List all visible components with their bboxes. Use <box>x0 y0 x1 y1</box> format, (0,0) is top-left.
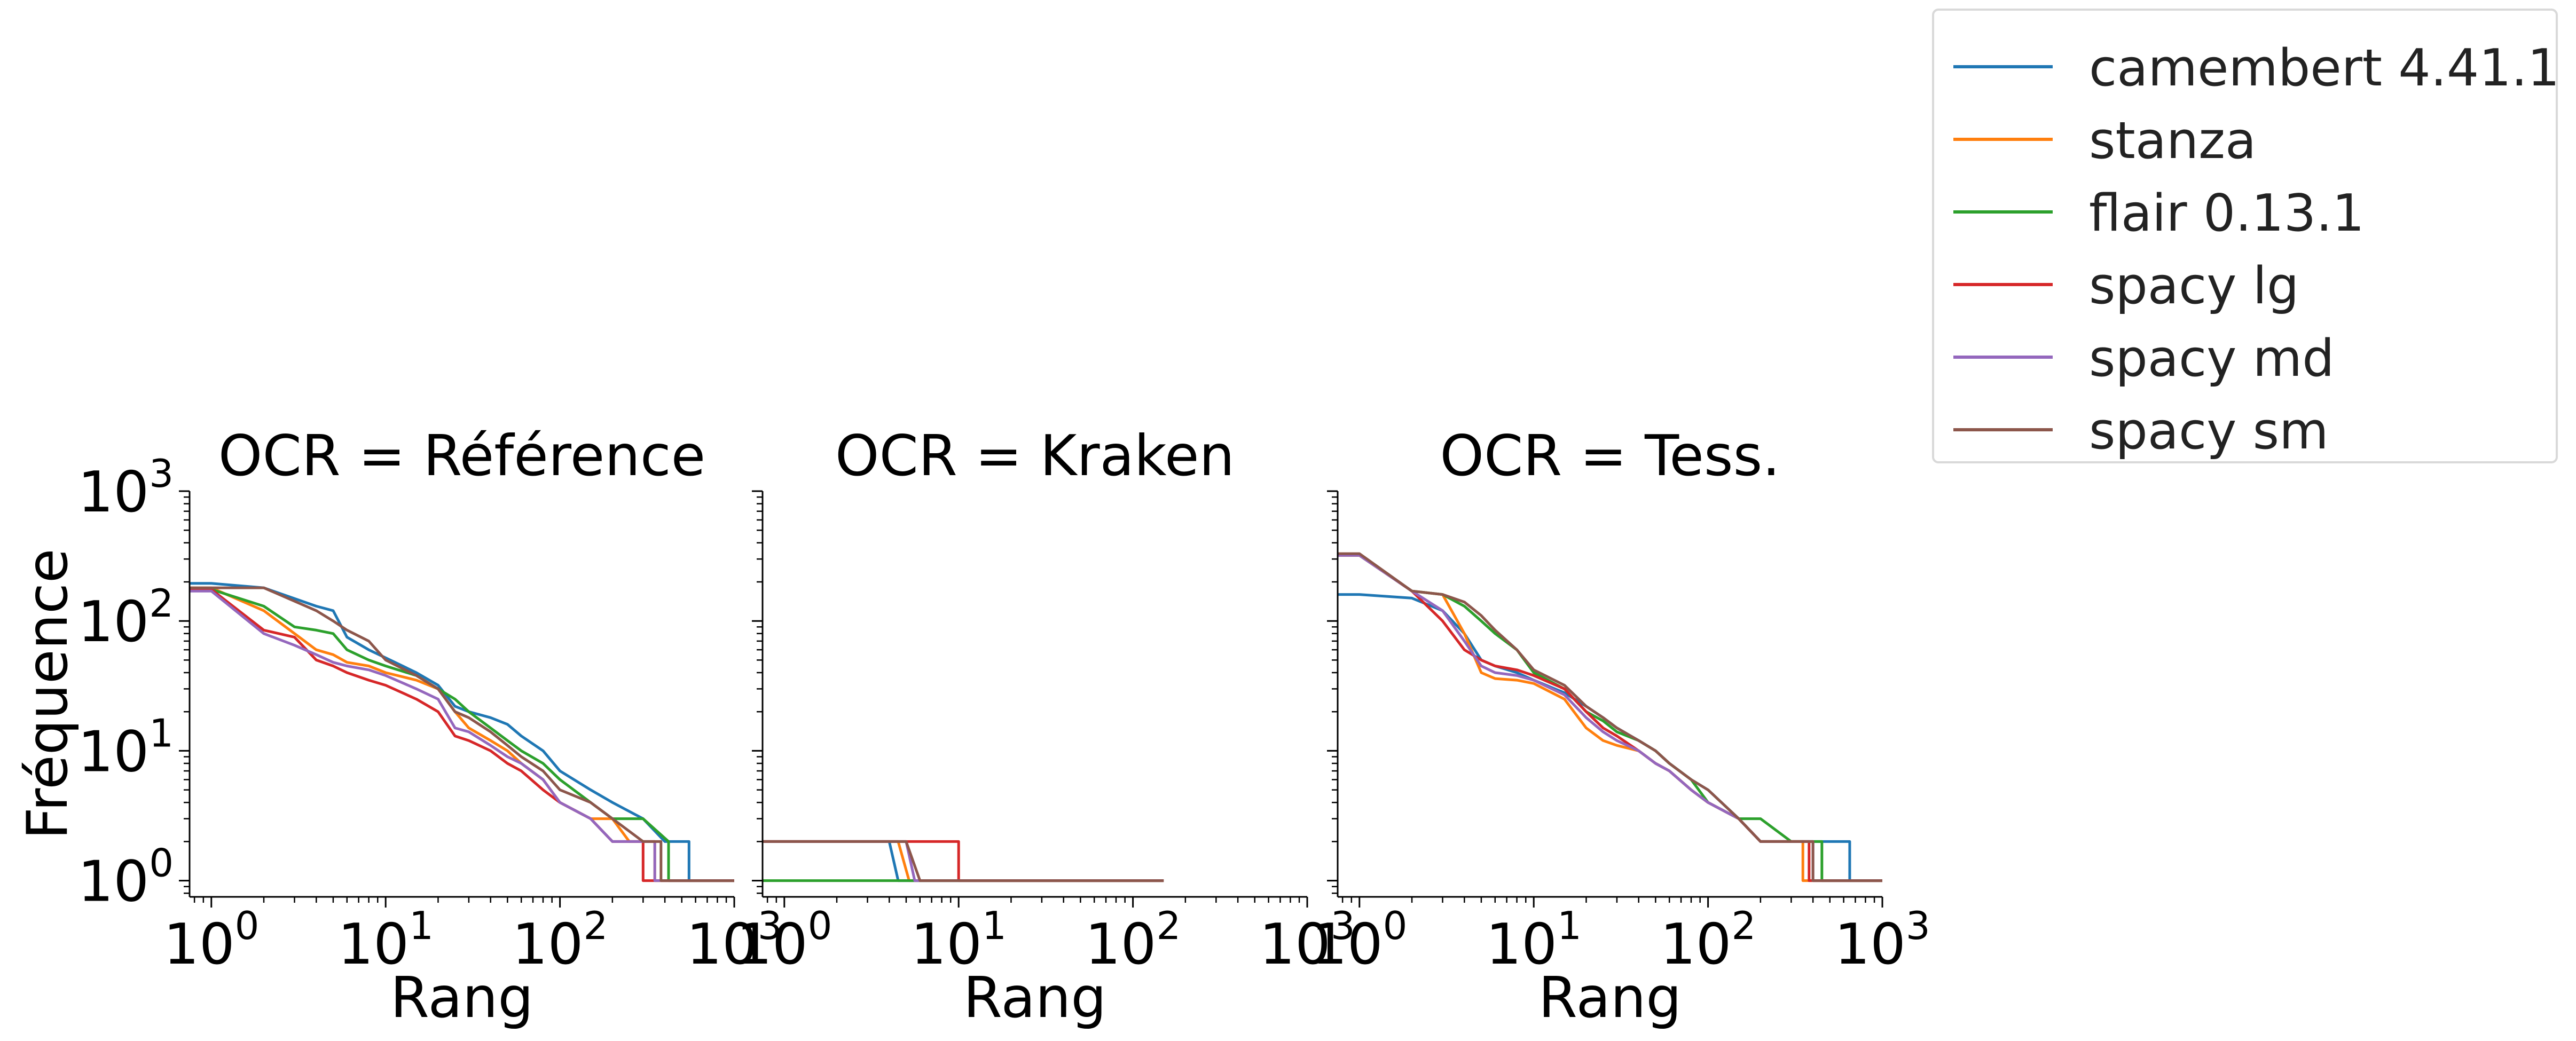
x-tick-label: 103 <box>686 903 782 977</box>
legend-item-spacy-md: spacy md <box>1934 320 2556 393</box>
series-line-spacy-md <box>190 589 734 882</box>
legend-swatch-spacy-md <box>1953 356 2053 359</box>
legend-item-stanza: stanza <box>1934 102 2556 175</box>
series-line-spacy-sm <box>763 840 1164 882</box>
x-tick-label: 101 <box>1486 903 1581 977</box>
legend-item-spacy-lg: spacy lg <box>1934 248 2556 320</box>
x-axis-label: Rang <box>963 965 1106 1030</box>
legend-label-spacy-lg: spacy lg <box>2089 257 2299 316</box>
x-tick-label: 101 <box>337 903 433 977</box>
legend-label-flair: flair 0.13.1 <box>2089 184 2365 243</box>
legend-item-spacy-sm: spacy sm <box>1934 393 2556 466</box>
x-tick-label: 100 <box>1311 903 1407 977</box>
legend-swatch-flair <box>1953 210 2053 214</box>
x-tick-label: 101 <box>910 903 1006 977</box>
series-line-spacy-md <box>763 840 1164 882</box>
x-axis-label: Rang <box>1538 965 1682 1030</box>
x-tick-label: 103 <box>1834 903 1930 977</box>
y-axis-label: Fréquence <box>15 549 80 840</box>
series-line-camembert-4-41-1 <box>190 582 734 882</box>
series-group <box>190 582 734 882</box>
series-line-stanza <box>190 586 734 882</box>
series-group <box>763 840 1164 882</box>
series-line-spacy-lg <box>1338 554 1882 882</box>
legend-label-stanza: stanza <box>2089 112 2257 170</box>
legend-label-spacy-md: spacy md <box>2089 329 2335 388</box>
panel-title: OCR = Référence <box>218 423 705 488</box>
y-tick-label: 101 <box>78 711 174 784</box>
series-line-flair-0-13-1 <box>1338 554 1882 882</box>
series-line-spacy-sm <box>1338 552 1882 882</box>
x-tick-label: 102 <box>1085 903 1181 977</box>
legend-swatch-camembert <box>1953 65 2053 68</box>
legend-swatch-stanza <box>1953 138 2053 141</box>
legend: camembert 4.41.1 stanza flair 0.13.1 spa… <box>1932 9 2560 466</box>
y-tick-label: 102 <box>78 581 174 654</box>
panel-title: OCR = Kraken <box>835 423 1235 488</box>
series-line-stanza <box>1338 554 1882 882</box>
panel-tesseract: 100 101 102 103 OCR = Tess. Rang <box>1311 423 1930 1030</box>
series-line-camembert-4-41-1 <box>763 840 1164 882</box>
panel-kraken: 100 101 102 103 OCR = Kraken Rang <box>736 423 1355 1030</box>
legend-swatch-spacy-sm <box>1953 428 2053 431</box>
x-tick-label: 100 <box>736 903 832 977</box>
x-tick-label: 102 <box>1660 903 1756 977</box>
panel-reference: 100 101 102 103 100 101 102 103 OCR = Référence R… <box>15 423 782 1030</box>
y-tick-label: 100 <box>78 841 174 914</box>
series-line-spacy-lg <box>763 840 1164 882</box>
x-axis-label: Rang <box>390 965 533 1030</box>
legend-swatch-spacy-lg <box>1953 283 2053 286</box>
legend-item-flair: flair 0.13.1 <box>1934 175 2556 248</box>
legend-label-spacy-sm: spacy sm <box>2089 402 2329 461</box>
series-line-stanza <box>763 840 1164 882</box>
legend-label-camembert: camembert 4.41.1 <box>2089 39 2560 98</box>
series-line-spacy-md <box>1338 554 1882 882</box>
series-line-spacy-sm <box>190 586 734 882</box>
x-tick-label: 103 <box>1259 903 1355 977</box>
series-line-flair-0-13-1 <box>190 588 734 882</box>
panel-title: OCR = Tess. <box>1440 423 1780 488</box>
series-group <box>1338 552 1882 882</box>
y-tick-label: 103 <box>78 451 174 525</box>
x-tick-label: 100 <box>163 903 259 977</box>
x-tick-label: 102 <box>512 903 608 977</box>
series-line-spacy-lg <box>190 588 734 882</box>
legend-item-camembert: camembert 4.41.1 <box>1934 30 2560 102</box>
